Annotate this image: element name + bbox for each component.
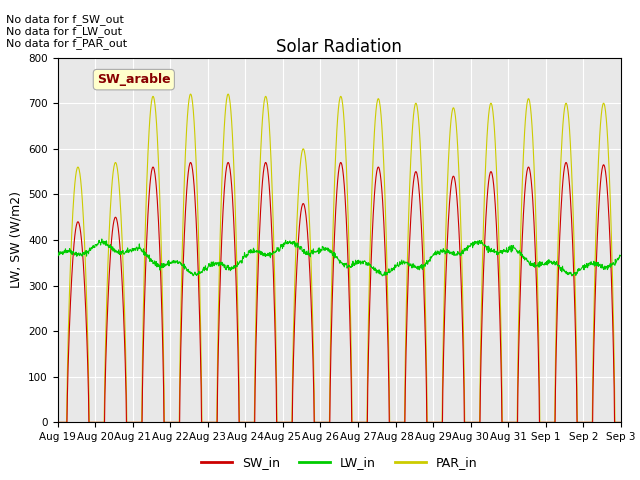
Text: No data for f_PAR_out: No data for f_PAR_out	[6, 38, 127, 49]
Text: No data for f_LW_out: No data for f_LW_out	[6, 26, 122, 37]
Y-axis label: LW, SW (W/m2): LW, SW (W/m2)	[10, 192, 22, 288]
Text: SW_arable: SW_arable	[97, 73, 171, 86]
Title: Solar Radiation: Solar Radiation	[276, 38, 402, 56]
Legend: SW_in, LW_in, PAR_in: SW_in, LW_in, PAR_in	[196, 452, 483, 475]
Text: No data for f_SW_out: No data for f_SW_out	[6, 14, 124, 25]
